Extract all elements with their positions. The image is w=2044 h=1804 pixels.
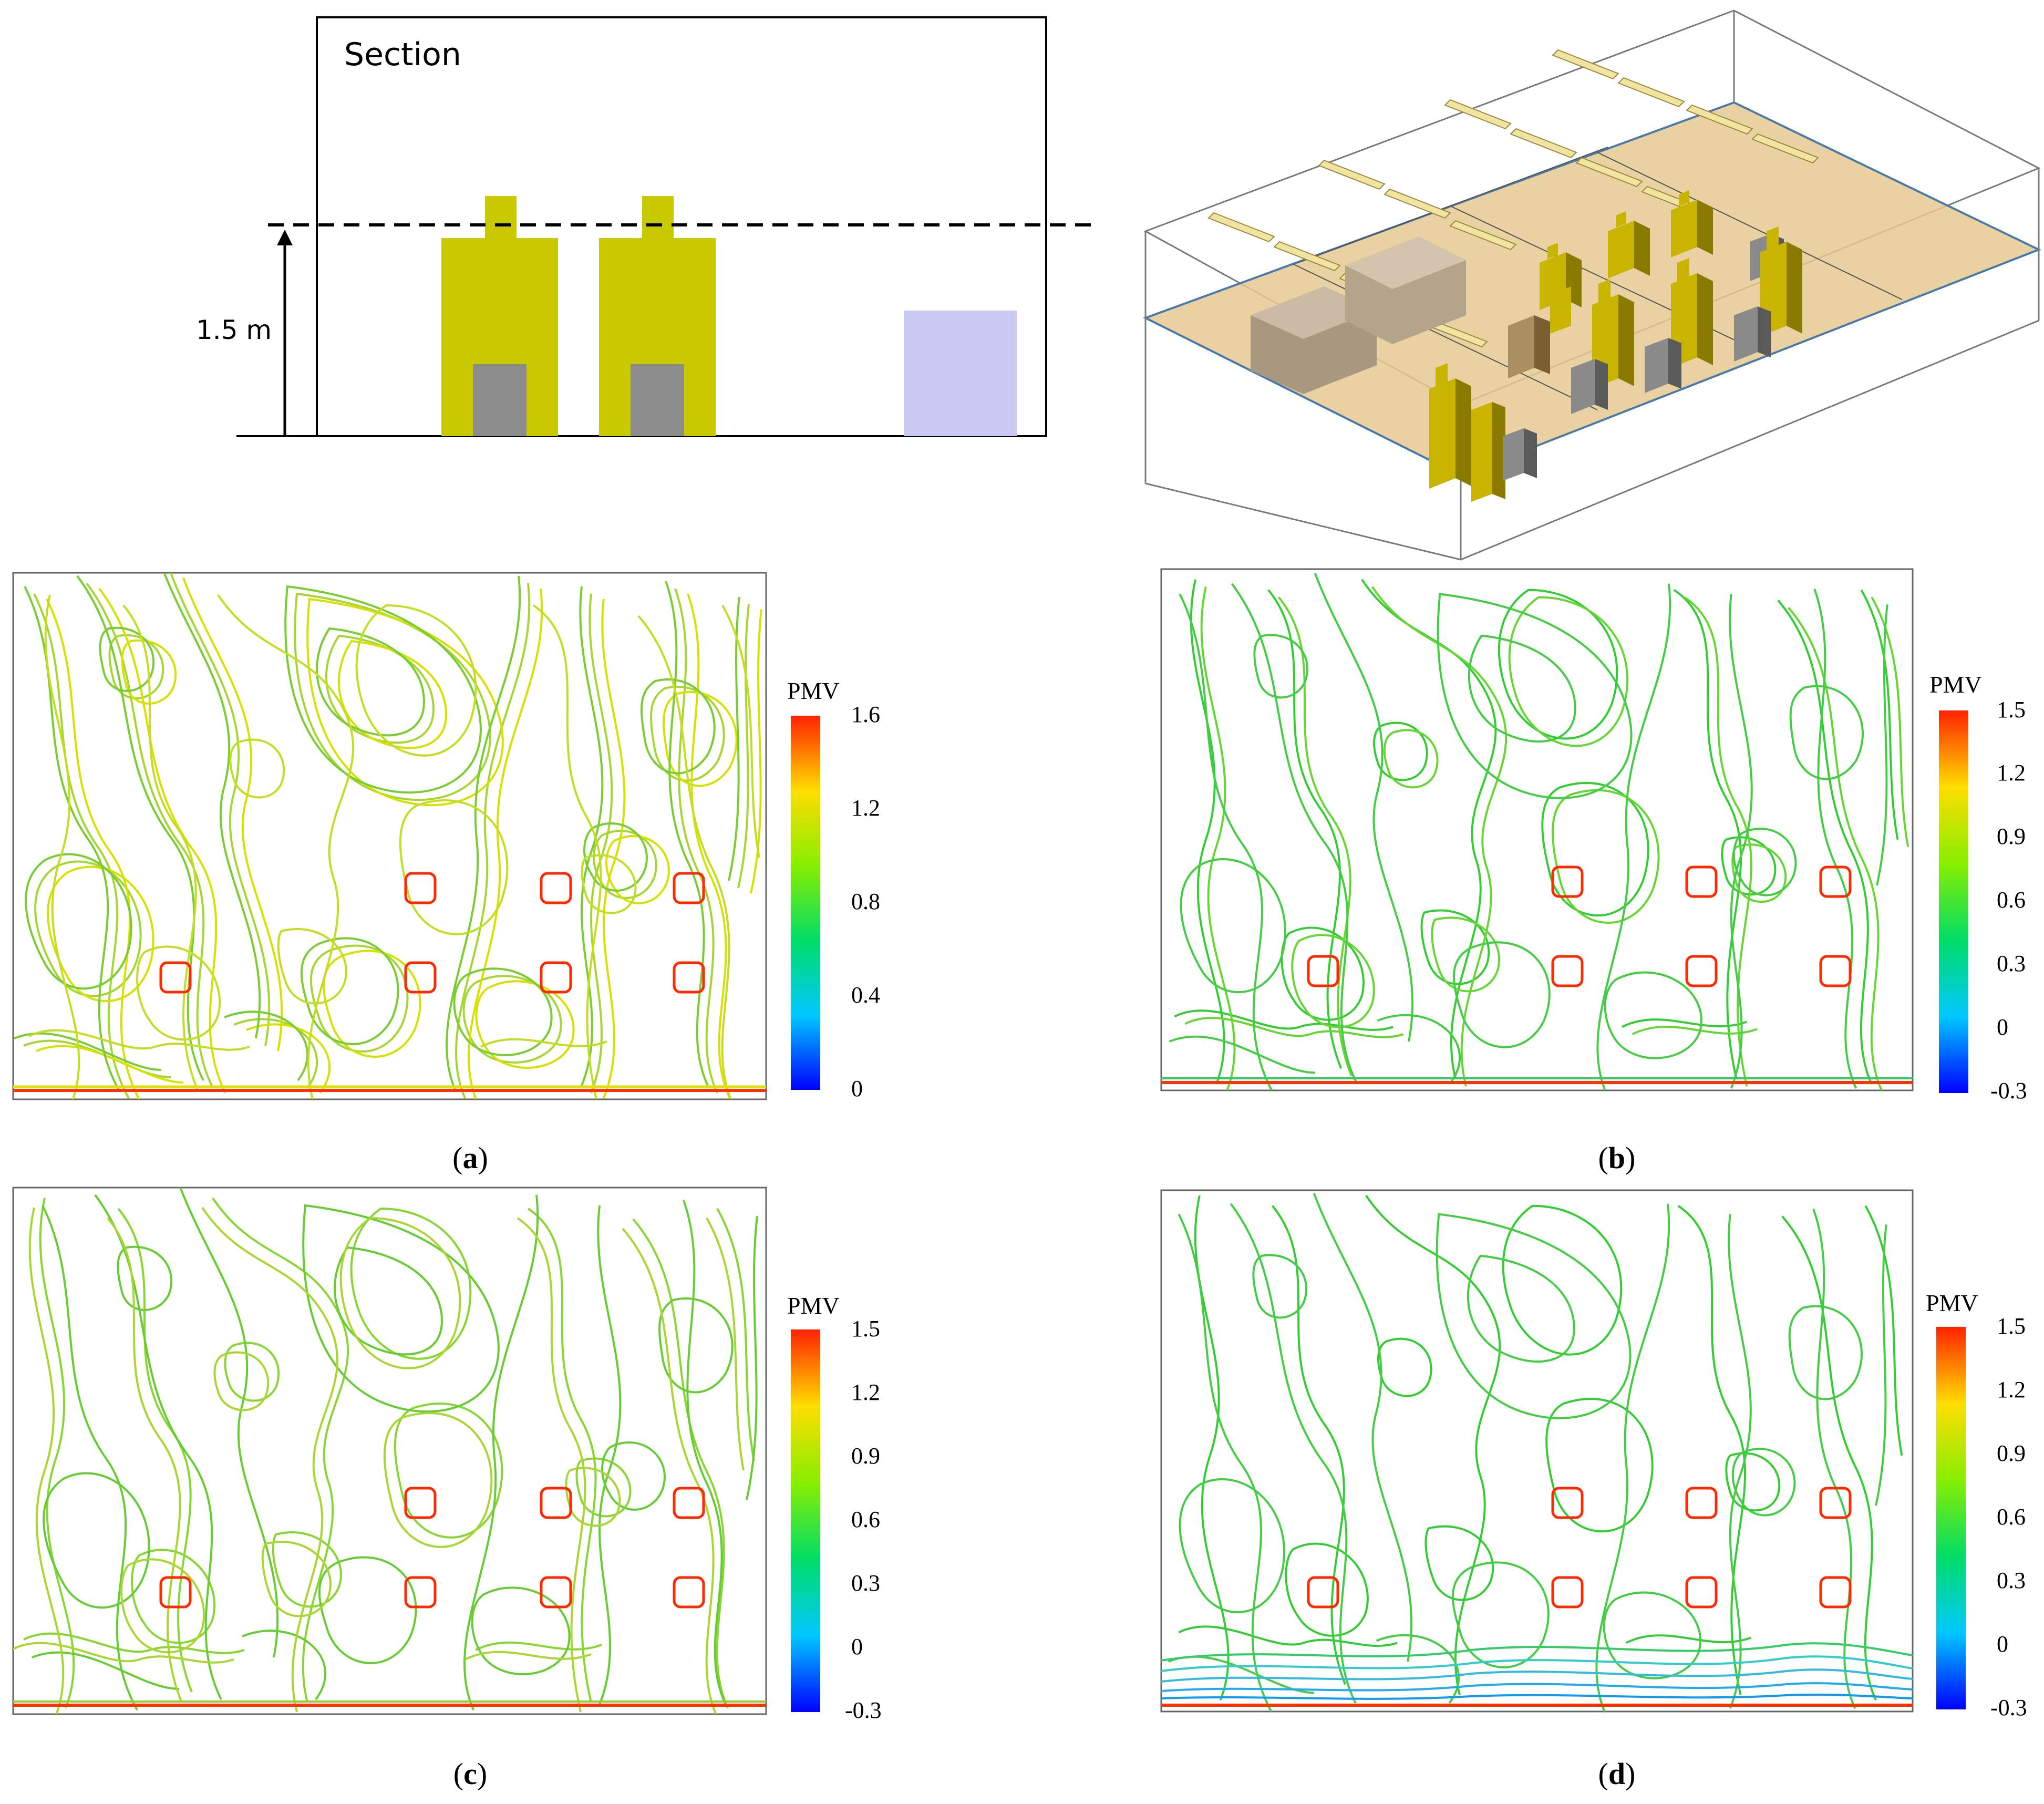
colorbar-tick-c-4: 0.3 bbox=[851, 1570, 880, 1596]
caption-d: (d) bbox=[1598, 1757, 1636, 1791]
section-title: Section bbox=[344, 36, 461, 73]
heat-sources-d bbox=[1307, 1487, 1852, 1609]
colorbar-d: PMV 1.5 1.2 0.9 0.6 0.3 0 -0.3 bbox=[1926, 1290, 2027, 1720]
plot-frame-c bbox=[12, 1187, 767, 1715]
occupant-1 bbox=[441, 196, 558, 436]
colorbar-tick-b-0: 1.5 bbox=[1997, 697, 2026, 723]
colorbar-tick-b-1: 1.2 bbox=[1997, 760, 2026, 786]
measurement-plane bbox=[1142, 101, 2041, 477]
colorbar-tick-a-2: 0.8 bbox=[851, 889, 880, 914]
colorbar-tick-b-3: 0.6 bbox=[1997, 887, 2026, 913]
colorbar-title-a: PMV bbox=[787, 677, 840, 704]
colorbar-title-c: PMV bbox=[787, 1292, 840, 1319]
panel-b: PMV 1.5 1.2 0.9 0.6 0.3 0 -0.3 (b) bbox=[1160, 568, 2027, 1175]
colorbar-tick-c-3: 0.6 bbox=[851, 1507, 880, 1532]
plot-frame-d bbox=[1160, 1189, 1914, 1713]
colorbar-tick-a-4: 0 bbox=[851, 1076, 863, 1101]
panel-d: PMV 1.5 1.2 0.9 0.6 0.3 0 -0.3 (d) bbox=[1160, 1189, 2027, 1791]
colorbar-tick-d-0: 1.5 bbox=[1997, 1313, 2026, 1339]
colorbar-tick-b-5: 0 bbox=[1997, 1014, 2008, 1040]
colorbar-tick-d-2: 0.9 bbox=[1997, 1440, 2026, 1466]
colorbar-tick-a-1: 1.2 bbox=[851, 795, 880, 821]
occupant-1-seat bbox=[473, 364, 527, 436]
occupant-2 bbox=[599, 196, 716, 436]
room-3d-model bbox=[1142, 9, 2041, 561]
heat-sources-a bbox=[159, 872, 705, 994]
colorbar-tick-d-5: 0 bbox=[1997, 1631, 2008, 1657]
cabinet-boxes bbox=[1251, 236, 1466, 394]
colorbar-b: PMV 1.5 1.2 0.9 0.6 0.3 0 -0.3 bbox=[1929, 671, 2027, 1104]
colorbar-tick-b-6: -0.3 bbox=[1990, 1078, 2027, 1104]
floor-gradient-band-d bbox=[1161, 1642, 1913, 1700]
plot-frame-b bbox=[1160, 568, 1914, 1091]
colorbar-gradient-b bbox=[1939, 710, 1968, 1093]
colorbar-title-b: PMV bbox=[1929, 671, 1982, 698]
panel-a: PMV 1.6 1.2 0.8 0.4 0 (a) bbox=[12, 572, 880, 1175]
heat-sources-c bbox=[159, 1487, 705, 1609]
colorbar-c: PMV 1.5 1.2 0.9 0.6 0.3 0 -0.3 bbox=[787, 1292, 882, 1723]
colorbar-tick-d-3: 0.6 bbox=[1997, 1504, 2026, 1530]
cabinet-block bbox=[904, 311, 1017, 436]
colorbar-title-d: PMV bbox=[1926, 1290, 1978, 1316]
colorbar-gradient-a bbox=[791, 716, 820, 1090]
colorbar-tick-b-4: 0.3 bbox=[1997, 951, 2026, 976]
caption-a: (a) bbox=[452, 1141, 488, 1175]
colorbar-tick-d-6: -0.3 bbox=[1990, 1695, 2027, 1720]
height-label: 1.5 m bbox=[196, 315, 272, 345]
panel-c: PMV 1.5 1.2 0.9 0.6 0.3 0 -0.3 (c) bbox=[12, 1187, 882, 1791]
caption-c: (c) bbox=[453, 1757, 487, 1791]
colorbar-tick-c-2: 0.9 bbox=[851, 1443, 880, 1469]
colorbar-tick-c-5: 0 bbox=[851, 1634, 863, 1659]
colorbar-tick-d-4: 0.3 bbox=[1997, 1568, 2026, 1593]
section-diagram: Section 1.5 m bbox=[196, 16, 1093, 437]
colorbar-tick-a-0: 1.6 bbox=[851, 702, 880, 727]
colorbar-tick-c-0: 1.5 bbox=[851, 1316, 880, 1342]
plot-frame-a bbox=[12, 572, 767, 1100]
colorbar-tick-a-3: 0.4 bbox=[851, 982, 880, 1008]
colorbar-tick-c-1: 1.2 bbox=[851, 1379, 880, 1405]
colorbar-tick-c-6: -0.3 bbox=[845, 1697, 882, 1723]
colorbar-tick-d-1: 1.2 bbox=[1997, 1377, 2026, 1403]
colorbar-gradient-c bbox=[791, 1329, 820, 1712]
colorbar-gradient-d bbox=[1936, 1327, 1966, 1709]
heat-sources-b bbox=[1307, 865, 1852, 987]
caption-b: (b) bbox=[1598, 1141, 1636, 1175]
occupant-2-seat bbox=[631, 364, 684, 436]
colorbar-tick-b-2: 0.9 bbox=[1997, 823, 2026, 849]
colorbar-a: PMV 1.6 1.2 0.8 0.4 0 bbox=[787, 677, 880, 1101]
workstations bbox=[1429, 190, 1802, 502]
